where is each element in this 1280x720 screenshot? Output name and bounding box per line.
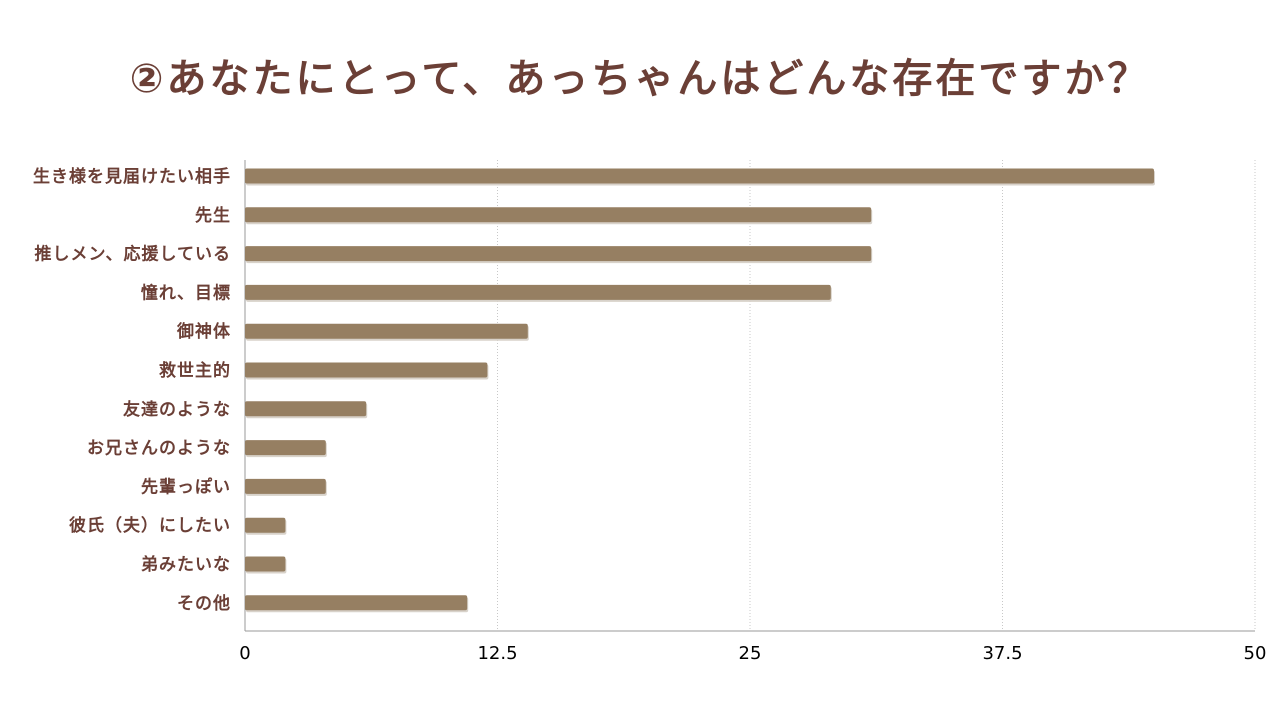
bar <box>245 595 468 611</box>
chart-title: ②あなたにとって、あっちゃんはどんな存在ですか？ <box>129 56 1151 102</box>
bar <box>245 478 326 494</box>
bar <box>245 207 872 223</box>
category-label: 先輩っぽい <box>141 476 231 497</box>
category-label: その他 <box>177 593 231 614</box>
category-labels: 生き様を見届けたい相手先生推しメン、応援している憧れ、目標御神体救世主的友達のよ… <box>33 166 231 614</box>
category-label: 彼氏（夫）にしたい <box>69 515 231 536</box>
category-label: 救世主的 <box>159 360 231 381</box>
x-tick-label: 25 <box>739 643 762 664</box>
x-tick-label: 37.5 <box>982 643 1022 664</box>
category-label: 憧れ、目標 <box>141 282 231 303</box>
category-label: お兄さんのような <box>87 439 231 459</box>
x-tick-label: 0 <box>239 643 250 664</box>
category-label: 先生 <box>195 205 231 226</box>
category-label: 友達のような <box>123 399 231 420</box>
bar <box>245 517 286 533</box>
axes <box>244 160 1255 632</box>
bars <box>245 168 1155 613</box>
category-label: 生き様を見届けたい相手 <box>33 166 231 187</box>
category-label: 御神体 <box>176 321 231 342</box>
bar <box>245 284 831 300</box>
bar <box>245 401 367 417</box>
grid-lines <box>497 160 1256 631</box>
category-label: 弟みたいな <box>141 554 231 575</box>
x-tick-label: 50 <box>1244 643 1267 664</box>
bar <box>245 440 326 456</box>
category-label: 推しメン、応援している <box>35 244 231 265</box>
bar <box>245 556 286 572</box>
bar <box>245 362 488 378</box>
bar <box>245 168 1154 184</box>
x-tick-labels: 0 12.5 25 37.5 50 <box>239 643 1266 664</box>
bar <box>245 246 872 262</box>
bar <box>245 323 528 339</box>
x-tick-label: 12.5 <box>477 643 517 664</box>
